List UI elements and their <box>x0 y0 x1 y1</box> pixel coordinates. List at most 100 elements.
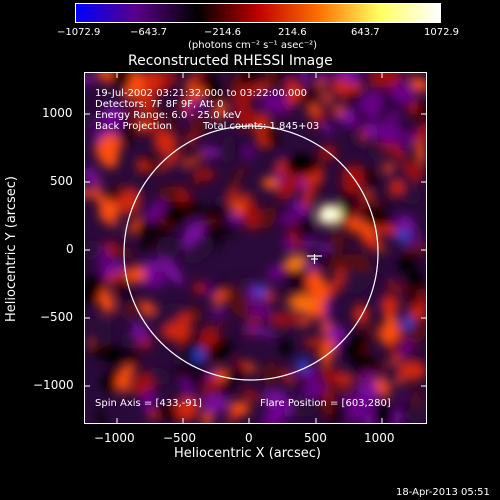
intensity-blob <box>216 219 237 236</box>
intensity-blob <box>152 403 179 420</box>
image-map <box>85 73 426 423</box>
intensity-blob <box>220 134 236 165</box>
intensity-blob <box>363 122 378 138</box>
intensity-blob <box>399 129 417 151</box>
intensity-blob <box>320 366 340 387</box>
hotspot-blob <box>346 217 364 229</box>
intensity-blob <box>192 176 202 188</box>
intensity-blob <box>240 191 251 204</box>
x-tick-label: −1000 <box>94 431 135 445</box>
intensity-blob <box>207 280 228 291</box>
intensity-blob <box>239 196 262 231</box>
intensity-blob <box>306 270 329 304</box>
annotation-detectors: Detectors: 7F 8F 9F, Att 0 <box>95 99 224 110</box>
intensity-blob <box>124 104 139 114</box>
intensity-blob <box>109 396 120 407</box>
annotation-flare-position: Flare Position = [603,280] <box>260 398 391 409</box>
intensity-blob <box>330 230 344 253</box>
cold-blob <box>193 348 205 362</box>
intensity-blob <box>227 212 244 224</box>
hotspot-blob <box>289 295 317 311</box>
intensity-blob <box>360 372 377 387</box>
intensity-blob <box>262 409 282 423</box>
intensity-blob <box>302 186 313 210</box>
intensity-blob <box>349 350 370 371</box>
y-tick-label: 0 <box>66 242 74 256</box>
intensity-blob <box>240 73 264 84</box>
intensity-blob <box>85 239 100 261</box>
intensity-blob <box>340 83 365 93</box>
intensity-blob <box>276 396 287 414</box>
colorbar-tick-label: 1072.9 <box>424 27 459 38</box>
intensity-blob <box>102 86 127 107</box>
y-tick-label: −1000 <box>33 378 74 392</box>
intensity-blob <box>153 129 178 156</box>
intensity-blob <box>354 108 370 125</box>
intensity-blob <box>346 264 375 295</box>
intensity-blob <box>358 221 376 239</box>
x-axis-label: Heliocentric X (arcsec) <box>174 446 321 461</box>
intensity-blob <box>118 109 134 145</box>
intensity-blob <box>97 73 113 82</box>
intensity-blob <box>387 282 404 294</box>
intensity-blob <box>184 361 208 389</box>
intensity-blob <box>367 73 380 91</box>
intensity-blob <box>175 312 191 344</box>
intensity-blob <box>399 339 413 357</box>
intensity-blob <box>136 93 156 113</box>
colorbar-tick-label: 643.7 <box>351 27 380 38</box>
intensity-blob <box>398 361 426 381</box>
intensity-blob <box>263 127 281 146</box>
hotspot-blob <box>262 177 278 189</box>
colorbar-tick-label: −1072.9 <box>57 27 101 38</box>
intensity-blob <box>288 228 300 250</box>
hotspot-blob <box>285 256 305 270</box>
intensity-blob <box>159 255 184 286</box>
intensity-blob <box>219 366 246 395</box>
intensity-blob <box>279 213 297 225</box>
intensity-blob <box>117 190 141 215</box>
intensity-blob <box>365 325 383 337</box>
intensity-blob <box>98 287 114 314</box>
intensity-blob <box>85 166 100 186</box>
intensity-blob <box>201 412 213 423</box>
intensity-blob <box>216 319 227 329</box>
intensity-blob <box>231 201 245 214</box>
intensity-blob <box>202 146 219 158</box>
intensity-blob <box>264 73 278 94</box>
intensity-blob <box>342 172 364 195</box>
image-title: Reconstructed RHESSI Image <box>128 53 333 69</box>
intensity-blob <box>110 222 123 236</box>
intensity-blob <box>226 285 248 319</box>
cold-blob <box>397 229 409 243</box>
intensity-blob <box>122 301 142 317</box>
intensity-blob <box>162 109 180 131</box>
intensity-blob <box>306 104 321 116</box>
intensity-blob <box>236 276 254 286</box>
intensity-blob <box>284 153 319 176</box>
spin-axis-marker <box>307 254 322 264</box>
intensity-blob <box>404 316 426 348</box>
colorbar-unit-label: (photons cm⁻² s⁻¹ asec⁻²) <box>188 40 318 51</box>
intensity-blob <box>85 318 100 344</box>
intensity-blob <box>384 312 399 331</box>
footer-timestamp: 18-Apr-2013 05:51 <box>396 487 490 498</box>
intensity-blob <box>230 164 248 187</box>
intensity-blob <box>156 150 182 173</box>
intensity-blob <box>311 108 327 130</box>
intensity-blob <box>406 269 426 290</box>
intensity-blob <box>101 343 122 364</box>
intensity-blob <box>375 73 401 88</box>
intensity-blob <box>381 199 396 208</box>
intensity-blob <box>149 367 171 385</box>
intensity-blob <box>233 84 253 111</box>
intensity-blob <box>163 201 188 225</box>
intensity-blob <box>181 377 193 399</box>
intensity-blob <box>402 242 426 255</box>
intensity-blob <box>365 276 396 284</box>
intensity-blob <box>413 121 426 143</box>
intensity-blob <box>410 76 426 92</box>
y-axis-label: Heliocentric Y (arcsec) <box>4 176 19 322</box>
intensity-blob <box>85 73 93 86</box>
intensity-blob <box>387 344 402 361</box>
